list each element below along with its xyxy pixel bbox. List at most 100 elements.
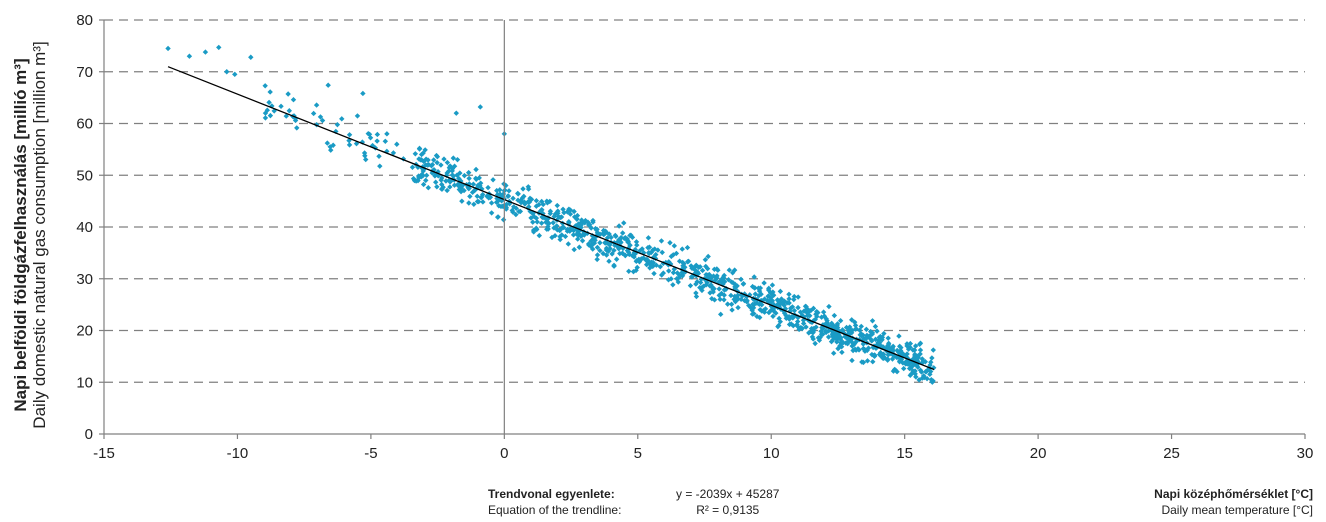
data-point — [896, 333, 902, 339]
data-point — [354, 113, 361, 119]
data-point — [629, 234, 636, 241]
data-point — [774, 302, 780, 309]
data-point — [881, 330, 887, 337]
data-point — [877, 351, 883, 358]
data-point — [710, 289, 716, 295]
data-point — [914, 356, 920, 362]
data-point — [849, 317, 855, 323]
data-point — [830, 350, 837, 356]
data-point — [461, 172, 468, 179]
data-point — [549, 234, 555, 241]
data-point — [830, 336, 836, 343]
data-point — [626, 268, 632, 274]
x-tick-label: 5 — [634, 445, 642, 462]
y-tick-label: 60 — [76, 116, 93, 133]
data-point — [604, 235, 611, 241]
data-point — [670, 282, 676, 288]
data-point — [705, 253, 711, 260]
data-point — [248, 54, 254, 60]
data-point — [913, 374, 919, 380]
data-point — [630, 268, 637, 275]
data-point — [648, 249, 655, 256]
data-point — [770, 313, 776, 320]
data-point — [588, 243, 594, 250]
data-point — [684, 259, 691, 265]
data-point — [434, 184, 440, 190]
tick-labels: -15 -10 -5 0 5 10 15 20 25 30 0 10 20 30 40 50 60 70 80 — [76, 12, 1313, 462]
data-point — [786, 296, 792, 302]
data-point — [775, 323, 781, 330]
data-point — [629, 252, 636, 259]
data-point — [641, 250, 647, 256]
data-point — [615, 238, 621, 245]
data-point — [567, 211, 574, 217]
x-tick-label: 25 — [1163, 445, 1180, 462]
data-point — [869, 331, 875, 337]
data-point — [807, 313, 813, 319]
data-point — [812, 316, 818, 323]
data-point — [327, 144, 333, 150]
data-point — [769, 282, 776, 288]
data-point — [715, 267, 721, 273]
data-point — [594, 244, 601, 251]
data-point — [674, 276, 680, 282]
data-point — [634, 242, 640, 248]
trendline — [167, 66, 935, 371]
data-point — [628, 232, 634, 238]
data-point — [428, 163, 435, 169]
data-point — [412, 151, 419, 157]
data-point — [697, 264, 703, 270]
y-tick-label: 30 — [76, 271, 93, 288]
data-point — [754, 300, 760, 306]
data-point — [761, 309, 768, 315]
data-point — [574, 216, 580, 222]
data-point — [538, 207, 545, 213]
data-point — [480, 199, 486, 205]
data-point — [806, 308, 813, 314]
data-point — [409, 164, 416, 170]
data-point — [699, 284, 705, 290]
data-point — [767, 300, 773, 307]
data-point — [473, 175, 479, 182]
data-point — [820, 309, 827, 315]
data-point — [704, 265, 711, 272]
data-point — [849, 335, 856, 341]
data-point — [438, 186, 445, 192]
data-point — [904, 361, 911, 367]
data-point — [693, 281, 699, 287]
data-point — [869, 351, 875, 358]
data-point — [844, 341, 851, 347]
data-point — [627, 242, 633, 248]
data-point — [834, 321, 841, 327]
data-point — [590, 246, 596, 252]
data-point — [837, 318, 844, 324]
data-point — [425, 157, 431, 163]
data-point — [888, 348, 894, 354]
data-point — [616, 223, 622, 229]
data-point — [515, 197, 521, 203]
data-point — [590, 217, 596, 224]
data-point — [924, 368, 930, 374]
data-point — [731, 296, 737, 303]
data-point — [653, 251, 659, 258]
data-point — [874, 328, 880, 334]
data-point — [597, 240, 603, 246]
data-point — [908, 359, 915, 365]
data-point — [657, 264, 664, 270]
equation-title-hu: Trendvonal egyenlete: — [488, 487, 615, 501]
scatter-points — [165, 44, 937, 385]
data-point — [552, 233, 558, 239]
data-point — [823, 329, 829, 335]
data-point — [864, 334, 870, 341]
data-point — [734, 283, 740, 289]
data-point — [328, 147, 334, 153]
data-point — [908, 371, 915, 377]
data-point — [561, 209, 567, 216]
data-point — [576, 244, 583, 250]
data-point — [660, 270, 667, 276]
data-point — [799, 325, 805, 332]
data-point — [643, 261, 650, 268]
data-point — [618, 234, 624, 241]
data-point — [749, 307, 755, 313]
data-point — [802, 308, 809, 314]
